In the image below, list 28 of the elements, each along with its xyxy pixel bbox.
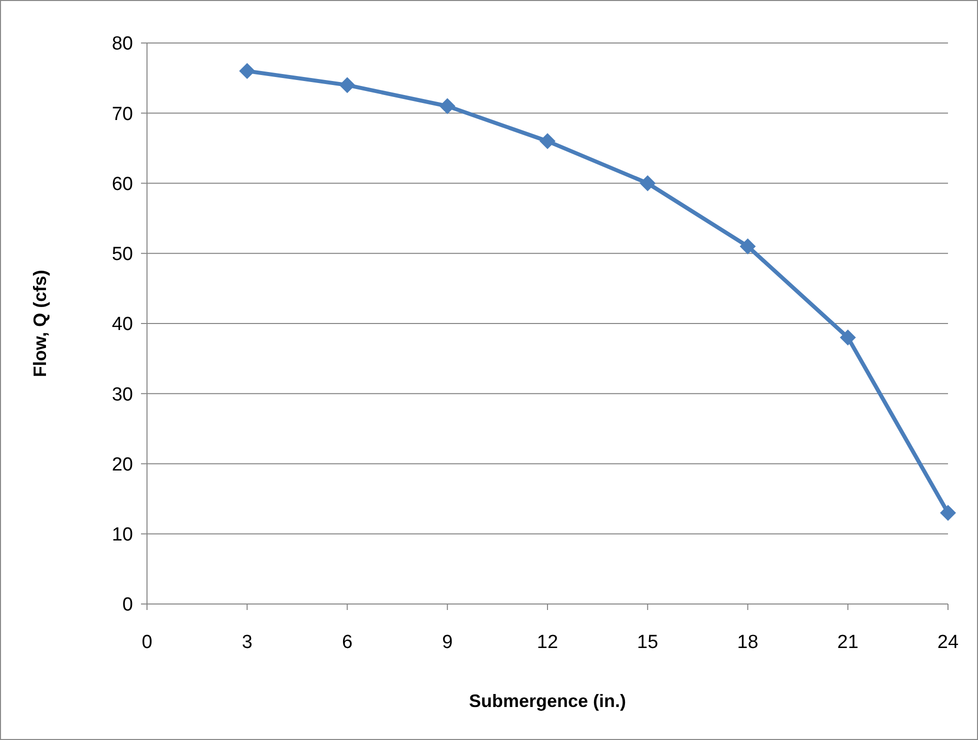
y-tick-label: 50 (112, 244, 133, 266)
x-tick-label: 3 (242, 632, 252, 653)
point (940, 504, 956, 521)
point (239, 63, 256, 80)
point (339, 77, 356, 94)
y-tick-label: 20 (112, 454, 133, 476)
x-tick-label: 21 (837, 632, 858, 653)
x-tick-label: 6 (342, 632, 353, 653)
y-tick-label: 70 (112, 104, 133, 125)
y-tick-label: 40 (112, 314, 133, 336)
point (439, 98, 456, 114)
y-tick-label: 60 (112, 174, 133, 195)
x-tick-label: 18 (737, 632, 758, 653)
x-tick-label: 15 (637, 632, 658, 653)
point (540, 133, 556, 150)
y-axis-title: Flow, Q (cfs) (30, 270, 50, 378)
x-axis-title: Submergence (in.) (468, 691, 626, 711)
x-tick-label: 12 (536, 632, 558, 653)
y-tick-label: 10 (112, 524, 133, 546)
point (840, 330, 856, 346)
x-tick-label: 24 (937, 632, 959, 653)
y-tick-label: 0 (122, 594, 133, 616)
x-tick-label: 9 (442, 632, 453, 653)
y-tick-label: 80 (112, 34, 133, 55)
x-tick-label: 0 (142, 632, 152, 653)
y-tick-label: 30 (112, 384, 133, 406)
point (640, 175, 656, 192)
point (740, 238, 756, 254)
